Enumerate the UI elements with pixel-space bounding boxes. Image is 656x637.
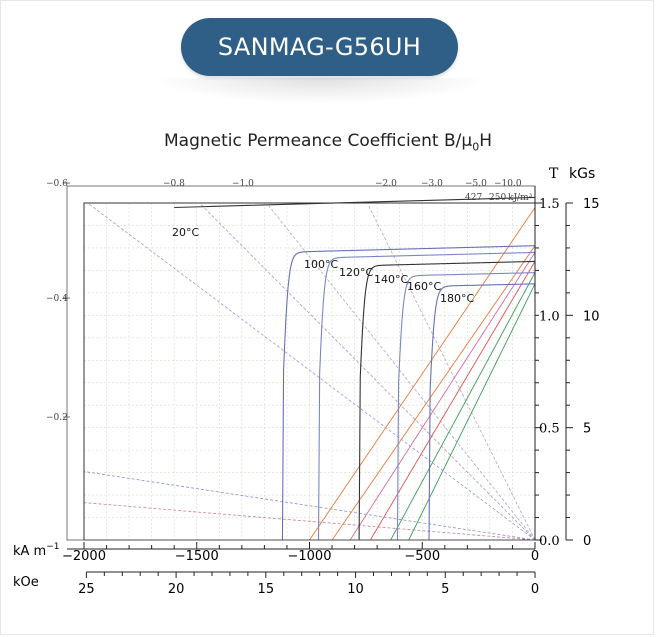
x-unit-kAm: kA m−1	[13, 542, 60, 559]
intrinsic-curves	[174, 196, 536, 541]
x-tick-label-kOe: 0	[531, 582, 539, 597]
permeance-lines	[83, 203, 536, 541]
intrinsic-curve-1	[281, 245, 536, 541]
top-energy-unit: kJ/m³	[508, 193, 533, 203]
x-tick-label-kOe: 20	[168, 582, 185, 597]
x-unit-kAm-base: kA m	[13, 544, 46, 559]
normal-curve-4	[390, 272, 536, 541]
y-unit-T: T	[549, 166, 559, 182]
y-tick-label-T: 1.5	[539, 197, 560, 212]
y-tick-label-T: 0.0	[539, 534, 560, 549]
x-tick-label-kOe: 15	[258, 582, 275, 597]
permeance-line	[88, 203, 536, 541]
chart-title-main: Magnetic Permeance Coefficient B/μ	[163, 131, 473, 151]
top-permeance-label: −2.0	[375, 179, 397, 189]
top-energy-label: 250	[489, 193, 506, 203]
y-tick-label-kGs: 5	[583, 422, 591, 437]
curve-label: 180°C	[440, 292, 474, 305]
left-tick-label: −0.2	[46, 413, 68, 423]
badge-shadow	[150, 78, 490, 104]
intrinsic-curve-3	[357, 260, 536, 541]
product-title-badge: SANMAG-G56UH	[181, 18, 458, 76]
curve-label: 140°C	[374, 273, 408, 286]
top-energy-label: 427	[465, 193, 482, 203]
chart-title-tail: H	[479, 131, 492, 151]
x-unit-kAm-exp: −1	[46, 542, 59, 552]
curve-label: 100°C	[304, 258, 338, 271]
left-tick-label: −0.6	[46, 179, 68, 189]
x-tick-label-kAm: −1500	[175, 549, 219, 564]
permeance-line	[200, 204, 536, 541]
product-title: SANMAG-G56UH	[217, 33, 422, 61]
x-tick-label-kAm: −500	[404, 549, 440, 564]
curve-label: 120°C	[339, 266, 373, 279]
x-tick-label-kAm: 0	[531, 549, 539, 564]
intrinsic-curve-4	[396, 272, 536, 541]
outer-frame	[66, 185, 536, 541]
curve-label: 160°C	[407, 280, 441, 293]
x-unit-kOe: kOe	[13, 575, 39, 590]
x-tick-label-kAm: −2000	[62, 549, 106, 564]
permeance-line	[83, 502, 536, 541]
y-tick-label-kGs: 10	[583, 309, 600, 324]
intrinsic-curve-0	[174, 196, 536, 209]
intrinsic-curve-5	[427, 283, 536, 541]
top-permeance-label: −1.0	[232, 179, 254, 189]
top-permeance-label: −10.0	[494, 179, 522, 189]
permeance-line	[83, 471, 536, 541]
permeance-line	[367, 204, 536, 541]
x-tick-label-kOe: 5	[441, 582, 449, 597]
y-tick-label-T: 0.5	[539, 422, 560, 437]
y-tick-label-T: 1.0	[539, 309, 560, 324]
x-tick-label-kOe: 10	[347, 582, 364, 597]
grid	[83, 202, 536, 541]
x-tick-label-kOe: 25	[78, 582, 95, 597]
left-tick-label: −0.4	[46, 294, 68, 304]
intrinsic-curve-2	[317, 251, 536, 541]
top-permeance-label: −3.0	[421, 179, 443, 189]
normal-curve-0	[309, 207, 536, 541]
top-permeance-label: −0.8	[163, 179, 185, 189]
curve-label: 20°C	[172, 226, 199, 239]
permeance-line	[268, 205, 536, 541]
top-permeance-label: −5.0	[465, 179, 487, 189]
axes: −2000 −1500 −1000 −500 025 20 15 10 5 00.00.51.01…	[46, 179, 600, 597]
normal-curve-2	[349, 252, 536, 541]
chart-title-subscript: 0	[472, 140, 480, 154]
y-unit-kGs: kGs	[569, 166, 595, 182]
chart-title: Magnetic Permeance Coefficient B/μ0H	[0, 131, 656, 153]
normal-curves	[309, 207, 536, 541]
y-tick-label-kGs: 15	[583, 197, 600, 212]
x-tick-label-kAm: −1000	[288, 549, 332, 564]
normal-curve-1	[331, 245, 536, 541]
y-tick-label-kGs: 0	[583, 534, 591, 549]
